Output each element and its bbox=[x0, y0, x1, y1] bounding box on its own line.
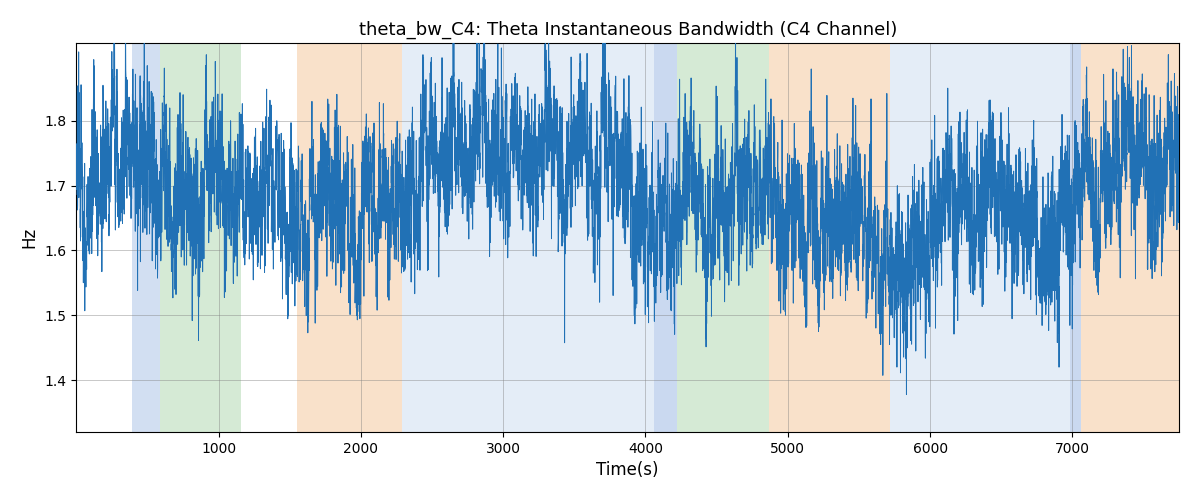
Bar bbox=[296, 43, 402, 432]
Y-axis label: Hz: Hz bbox=[20, 227, 38, 248]
Bar bbox=[402, 43, 654, 432]
Bar bbox=[654, 43, 677, 432]
Title: theta_bw_C4: Theta Instantaneous Bandwidth (C4 Channel): theta_bw_C4: Theta Instantaneous Bandwid… bbox=[359, 21, 896, 39]
Bar bbox=[161, 43, 241, 432]
Bar bbox=[1081, 43, 1180, 432]
Bar bbox=[769, 43, 890, 432]
Bar bbox=[1069, 43, 1081, 432]
X-axis label: Time(s): Time(s) bbox=[596, 461, 659, 479]
Bar bbox=[132, 43, 161, 432]
Bar bbox=[677, 43, 769, 432]
Bar bbox=[890, 43, 1069, 432]
